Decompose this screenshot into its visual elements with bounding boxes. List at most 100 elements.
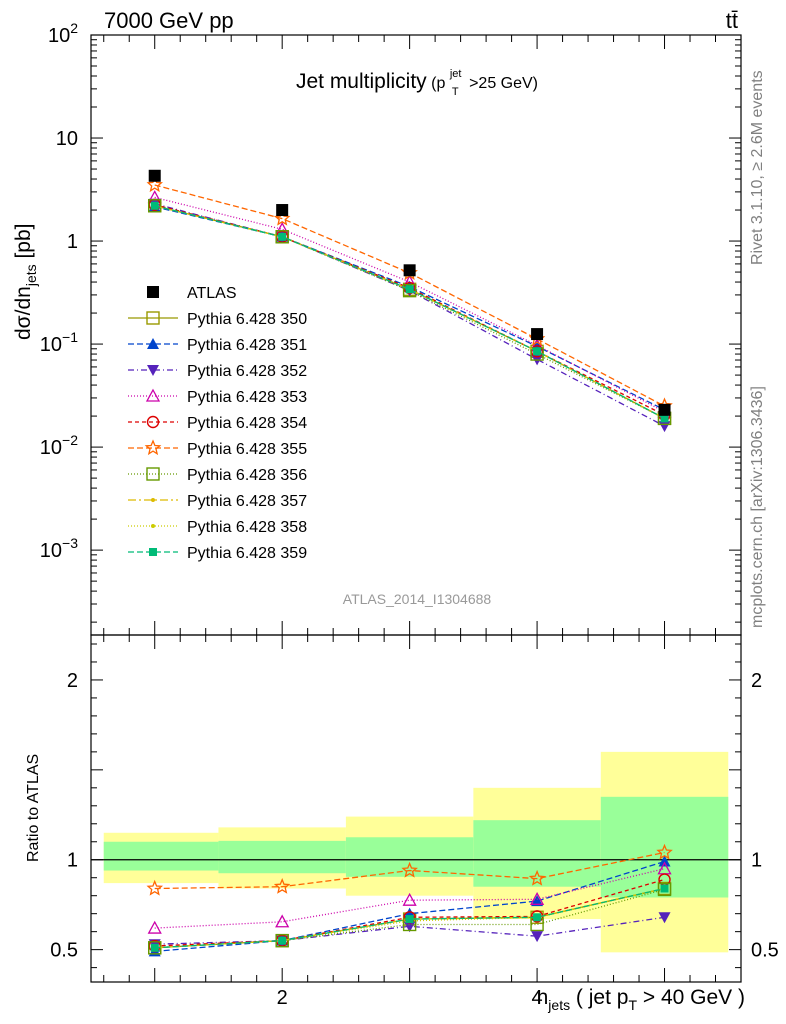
series-6-point-1 xyxy=(146,176,163,193)
series-3-point-5 xyxy=(658,421,671,433)
ratio-3-point-4 xyxy=(531,931,544,943)
series-10-point-3 xyxy=(405,285,414,294)
atlas-point-4 xyxy=(531,328,544,341)
analysis-watermark: ATLAS_2014_I1304688 xyxy=(343,591,492,607)
rivet-label: Rivet 3.1.10, ≥ 2.6M events xyxy=(749,70,766,265)
uncertainty-bands xyxy=(103,751,729,953)
main-ytick-label-4: 10−1 xyxy=(40,329,78,356)
legend-label-4: Pythia 6.428 353 xyxy=(187,389,307,406)
legend-marker-1 xyxy=(146,311,160,325)
main-ytick-label-5: 10−2 xyxy=(40,432,78,459)
series-line-4 xyxy=(154,196,665,413)
legend-label-8: Pythia 6.428 357 xyxy=(187,493,307,510)
ratio-4-point-2 xyxy=(275,914,290,928)
legend-label-0: ATLAS xyxy=(187,285,237,302)
atlas-point-2 xyxy=(276,204,289,217)
main-ytick-base: 10 xyxy=(40,334,62,356)
chart-title: Jet multiplicity (p jet T >25 GeV) xyxy=(296,64,538,99)
legend-label-2: Pythia 6.428 351 xyxy=(187,337,307,354)
main-ytick-exp: −3 xyxy=(62,535,78,551)
mcplots-label: mcplots.cern.ch [arXiv:1306.3436] xyxy=(749,386,766,628)
legend-label-7: Pythia 6.428 356 xyxy=(187,467,307,484)
xlabel-sub1: jets xyxy=(547,997,570,1013)
chart-title-cond-sup: jet xyxy=(449,68,462,80)
ratio-ytick-label-right-1: 2 xyxy=(751,670,762,692)
ratio-3-point-5 xyxy=(658,912,671,924)
x-axis-label: njets ( jet pT > 40 GeV ) xyxy=(537,986,745,1013)
chart-title-cond-open: (p xyxy=(431,75,445,92)
atlas-point-3 xyxy=(403,264,416,277)
process-label: tt̄ xyxy=(726,8,738,33)
ratio-2-point-5 xyxy=(658,855,671,867)
legend-marker-5 xyxy=(146,415,160,429)
main-ytick-label-2: 10 xyxy=(56,128,78,150)
legend: ATLAS Pythia 6.428 350 Pythia 6.428 351 Pyt… xyxy=(128,285,307,562)
xlabel-p2: ( jet p xyxy=(570,986,628,1009)
xlabel-p3: > 40 GeV ) xyxy=(637,986,745,1009)
atlas-point-5 xyxy=(658,403,671,416)
ratio-frame xyxy=(90,634,742,983)
inner-band-2 xyxy=(218,840,346,874)
main-ytick-base: 10 xyxy=(40,437,62,459)
ratio-ytick-label-right-3: 0.5 xyxy=(751,940,779,962)
ratio-ylabel: Ratio to ATLAS xyxy=(25,754,42,862)
legend-label-6: Pythia 6.428 355 xyxy=(187,441,307,458)
legend-marker-4 xyxy=(145,388,161,402)
inner-band-1 xyxy=(103,841,219,871)
series-7-point-2 xyxy=(275,230,289,244)
xtick-label-2: 4 xyxy=(532,987,543,1009)
legend-marker-0 xyxy=(147,286,159,298)
ratio-ytick-label-right-2: 1 xyxy=(751,850,762,872)
ratio-10-point-4 xyxy=(533,913,542,922)
energy-label: 7000 GeV pp xyxy=(104,8,234,33)
legend-marker-6 xyxy=(144,439,162,456)
series-line-9 xyxy=(154,205,665,419)
main-ytick-label-6: 10−3 xyxy=(40,535,78,562)
series-layer xyxy=(146,169,673,433)
ratio-6-point-2 xyxy=(273,877,291,894)
legend-marker-3 xyxy=(147,365,159,376)
series-10-point-1 xyxy=(150,201,159,210)
ratio-10-point-2 xyxy=(278,936,287,945)
series-10-point-2 xyxy=(278,232,287,241)
ratio-4-point-3 xyxy=(402,892,417,906)
main-ytick-base: 1 xyxy=(67,231,78,253)
legend-marker-2 xyxy=(147,338,159,349)
atlas-point-1 xyxy=(148,169,161,182)
legend-label-5: Pythia 6.428 354 xyxy=(187,415,307,432)
xlabel-p1: n xyxy=(537,986,549,1009)
main-ylabel-p2: [pb] xyxy=(12,223,35,264)
ratio-line-6 xyxy=(154,851,665,890)
main-ytick-base: 10 xyxy=(56,128,78,150)
ratio-6-point-5 xyxy=(656,843,673,860)
ratio-4-point-4 xyxy=(529,891,545,905)
ratio-6-point-1 xyxy=(146,879,164,896)
main-ytick-exp: −1 xyxy=(62,329,78,345)
main-ylabel: dσ/dnjets [pb] xyxy=(12,223,39,340)
main-ytick-exp: −2 xyxy=(62,432,78,448)
series-10-point-5 xyxy=(660,414,669,423)
series-7-point-3 xyxy=(402,283,417,298)
ratio-6-point-3 xyxy=(401,861,418,878)
ratio-ytick-label-2: 1 xyxy=(67,850,78,872)
chart-title-cond-rest: >25 GeV) xyxy=(469,75,538,92)
ratio-series-layer xyxy=(146,843,673,957)
legend-marker-10 xyxy=(149,548,157,556)
xtick-label-1: 2 xyxy=(277,987,288,1009)
main-ytick-base: 10 xyxy=(48,25,70,47)
main-ytick-label-1: 102 xyxy=(48,20,78,47)
ratio-10-point-3 xyxy=(405,915,414,924)
series-line-5 xyxy=(154,204,665,416)
legend-marker-8 xyxy=(151,498,155,502)
legend-marker-9 xyxy=(151,524,155,528)
main-ytick-exp: 2 xyxy=(70,20,78,36)
inner-band-4 xyxy=(473,820,601,887)
legend-label-10: Pythia 6.428 359 xyxy=(187,545,307,562)
ratio-ytick-label-1: 2 xyxy=(67,670,78,692)
ratio-ytick-label-3: 0.5 xyxy=(50,940,78,962)
legend-label-9: Pythia 6.428 358 xyxy=(187,519,307,536)
legend-label-1: Pythia 6.428 350 xyxy=(187,311,307,328)
chart-title-cond-sub: T xyxy=(452,86,459,98)
